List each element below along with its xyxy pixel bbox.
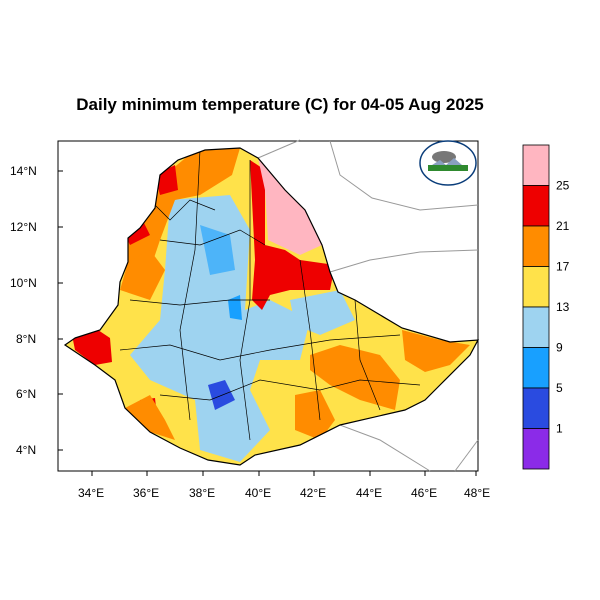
x-tick-label: 42°E: [300, 486, 326, 500]
x-tick-label: 46°E: [411, 486, 437, 500]
legend-label: 1: [556, 422, 563, 436]
x-tick-label: 48°E: [464, 486, 490, 500]
legend-label: 25: [556, 179, 570, 193]
x-tick-label: 40°E: [245, 486, 271, 500]
y-tick-label: 6°N: [16, 387, 36, 401]
x-tick-label: 36°E: [133, 486, 159, 500]
y-tick-label: 8°N: [16, 332, 36, 346]
legend-swatch: [522, 347, 550, 389]
admin-borders: [119, 149, 421, 441]
y-axis: 14°N 12°N 10°N 8°N 6°N 4°N: [10, 164, 63, 457]
legend-label: 5: [556, 381, 563, 395]
y-tick-label: 4°N: [16, 443, 36, 457]
legend-label: 9: [556, 341, 563, 355]
color-legend: 25 21 17 13 9 5 1: [522, 144, 570, 470]
legend-swatch: [522, 185, 550, 227]
legend-swatch: [522, 306, 550, 348]
legend-label: 17: [556, 260, 570, 274]
legend-swatch: [522, 266, 550, 308]
legend-swatch: [522, 428, 550, 470]
legend-swatch: [522, 225, 550, 267]
legend-label: 13: [556, 300, 570, 314]
y-tick-label: 14°N: [10, 164, 37, 178]
x-axis: 34°E 36°E 38°E 40°E 42°E 44°E 46°E 48°E: [78, 471, 490, 500]
legend-swatch: [522, 144, 550, 186]
x-tick-label: 44°E: [356, 486, 382, 500]
country-border: [63, 147, 480, 466]
map-title: Daily minimum temperature (C) for 04-05 …: [76, 95, 484, 114]
legend-label: 21: [556, 219, 570, 233]
x-tick-label: 34°E: [78, 486, 104, 500]
legend-swatch: [522, 387, 550, 429]
meteorology-agency-logo: [419, 140, 477, 186]
x-tick-label: 38°E: [189, 486, 215, 500]
y-tick-label: 10°N: [10, 276, 37, 290]
y-tick-label: 12°N: [10, 220, 37, 234]
